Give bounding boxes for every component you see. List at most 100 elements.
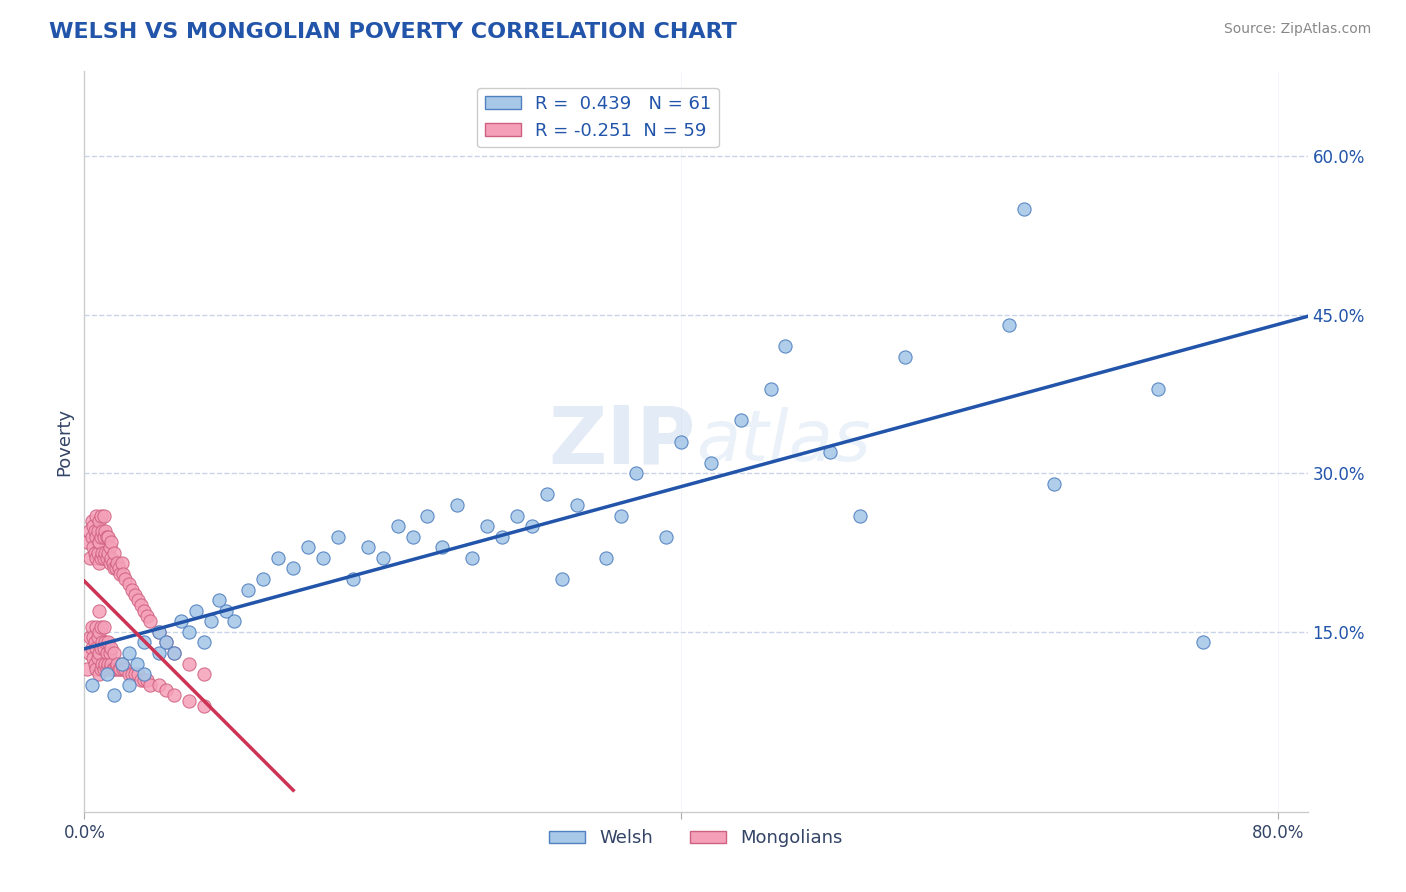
Point (283, 561, 305, 575)
Point (80, 619, 103, 633)
Point (114, 572, 136, 586)
Point (76, 535, 98, 549)
Point (520, 519, 543, 533)
Point (97, 635, 120, 649)
Point (98, 556, 121, 570)
Point (82, 541, 104, 555)
Point (207, 593, 229, 607)
Text: Source: ZipAtlas.com: Source: ZipAtlas.com (1223, 22, 1371, 37)
Point (148, 624, 170, 639)
Point (103, 689, 125, 703)
Point (104, 561, 127, 575)
Point (103, 646, 125, 660)
Point (87, 546, 110, 560)
Point (267, 550, 290, 565)
Point (89, 624, 111, 639)
Point (148, 678, 170, 692)
Point (148, 646, 170, 660)
Point (193, 698, 215, 713)
Point (90, 530, 112, 544)
Point (506, 508, 529, 523)
Point (136, 609, 159, 624)
Point (98, 646, 121, 660)
Point (700, 456, 723, 470)
Point (107, 561, 129, 575)
Point (132, 667, 155, 681)
Point (124, 588, 146, 602)
Point (103, 546, 125, 560)
Point (84, 619, 107, 633)
Point (77, 646, 100, 660)
Point (93, 530, 115, 544)
Point (93, 619, 115, 633)
Point (94, 546, 117, 560)
Text: atlas: atlas (696, 407, 870, 476)
Point (98, 541, 121, 555)
Point (105, 556, 128, 570)
Point (94, 524, 117, 539)
Point (82, 651, 104, 665)
Point (127, 593, 149, 607)
Point (446, 498, 468, 512)
Point (129, 599, 152, 613)
Point (82, 519, 104, 533)
Point (1043, 476, 1066, 491)
Point (124, 667, 146, 681)
Point (84, 662, 107, 676)
Point (669, 434, 692, 449)
Point (111, 657, 134, 671)
Point (432, 541, 454, 555)
Point (215, 604, 238, 618)
Point (91, 657, 114, 671)
Point (111, 556, 134, 570)
Point (387, 519, 409, 533)
Point (136, 673, 159, 687)
Point (87, 651, 110, 665)
Point (491, 530, 513, 544)
Point (118, 667, 141, 681)
Point (118, 577, 141, 591)
Point (112, 662, 135, 676)
Point (312, 550, 335, 565)
Point (100, 550, 122, 565)
Point (186, 604, 208, 618)
Point (118, 646, 141, 660)
Point (97, 546, 120, 560)
Point (193, 635, 215, 649)
Point (536, 487, 558, 501)
Point (252, 572, 274, 586)
Point (155, 635, 177, 649)
Point (610, 508, 633, 523)
Point (177, 624, 200, 639)
Point (112, 566, 135, 581)
Point (357, 541, 380, 555)
Point (96, 646, 118, 660)
Point (84, 640, 107, 655)
Y-axis label: Poverty: Poverty (55, 408, 73, 475)
Point (416, 508, 439, 523)
Point (132, 635, 155, 649)
Point (83, 524, 105, 539)
Point (89, 646, 111, 660)
Point (91, 635, 114, 649)
Point (100, 535, 122, 549)
Point (93, 550, 115, 565)
Point (80, 640, 103, 655)
Point (222, 615, 245, 629)
Point (79, 550, 101, 565)
Point (132, 604, 155, 618)
Point (775, 339, 797, 353)
Point (94, 657, 117, 671)
Point (139, 678, 162, 692)
Point (118, 678, 141, 692)
Point (105, 657, 128, 671)
Point (475, 519, 498, 533)
Point (82, 630, 104, 644)
Point (79, 630, 101, 644)
Point (121, 582, 143, 597)
Point (90, 619, 112, 633)
Point (595, 550, 617, 565)
Point (1192, 635, 1215, 649)
Point (84, 550, 107, 565)
Point (104, 662, 127, 676)
